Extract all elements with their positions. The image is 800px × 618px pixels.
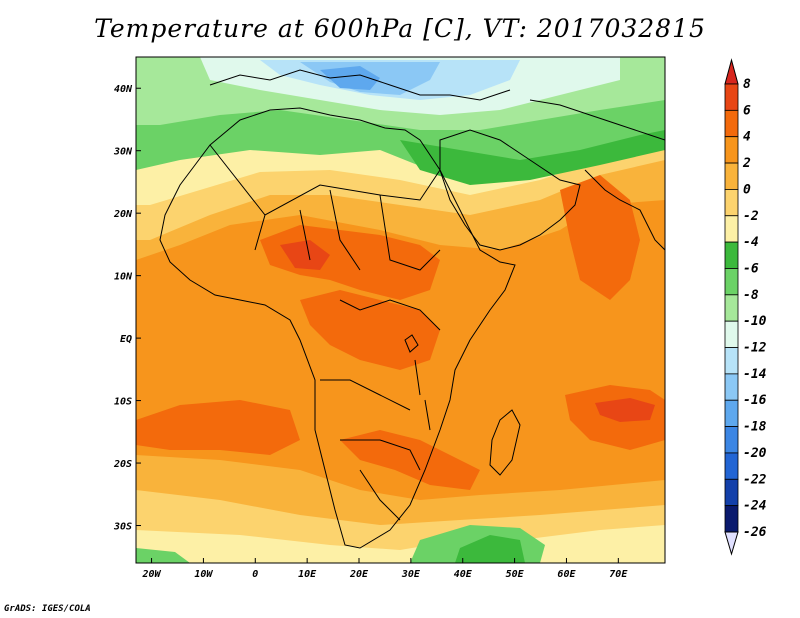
- colorbar-label: -6: [743, 261, 759, 276]
- field-warm-central: [300, 290, 440, 370]
- colorbar-max-triangle: [724, 58, 739, 85]
- colorbar-segment: [724, 162, 739, 190]
- colorbar-label: 6: [743, 103, 751, 118]
- arabia: [439, 129, 581, 251]
- colorbar-label: 0: [743, 182, 751, 197]
- colorbar-label: -8: [743, 288, 759, 303]
- map-area: [136, 57, 665, 563]
- field-southwest-green: [136, 548, 190, 563]
- colorbar-segment: [724, 241, 739, 269]
- colorbar-label: 8: [743, 77, 751, 92]
- x-tick-label: 10W: [194, 569, 213, 580]
- persia-india: [529, 99, 665, 251]
- colorbar-label: -22: [743, 472, 767, 487]
- y-tick-label: EQ: [120, 334, 132, 345]
- field-warm-east: [560, 175, 640, 300]
- field-hot-nigeria: [280, 240, 330, 270]
- x-tick-label: 70E: [609, 569, 628, 580]
- plot-frame: [135, 56, 666, 564]
- map-title: Temperature at 600hPa [C], VT: 201703281…: [94, 14, 706, 43]
- lakes: [404, 334, 431, 431]
- x-tick-label: 40E: [454, 569, 473, 580]
- x-tick-label: 0: [252, 569, 258, 580]
- field-blue-dark: [320, 66, 380, 90]
- axis-ticks: 20W 10W 0 10E 20E 30E 40E 50E 60E 70E 40N 30N 20N 10N…: [113, 84, 628, 580]
- colorbar-label: -18: [743, 420, 767, 435]
- x-tick-label: 30E: [401, 569, 421, 580]
- colorbar-segment: [724, 136, 739, 164]
- field-south-green-dark: [455, 535, 525, 563]
- colorbar-label: -24: [743, 499, 767, 514]
- colorbar-segment: [724, 215, 739, 243]
- x-tick-label: 60E: [557, 569, 576, 580]
- grads-credit: GrADS: IGES/COLA: [4, 604, 91, 614]
- colorbar-segment: [724, 189, 739, 217]
- x-tick-label: 10E: [298, 569, 317, 580]
- y-tick-label: 40N: [114, 84, 133, 95]
- colorbar-label: -20: [743, 446, 767, 461]
- coastlines: [159, 69, 665, 549]
- colorbar-segment: [724, 294, 739, 322]
- x-tick-label: 50E: [506, 569, 525, 580]
- field-hot-indian: [595, 398, 655, 422]
- y-tick-label: 20N: [113, 209, 133, 220]
- x-tick-label: 20W: [142, 569, 162, 580]
- colorbar-label: 2: [742, 156, 751, 171]
- x-tick-label: 20E: [349, 569, 369, 580]
- colorbar-segment: [724, 268, 739, 296]
- colorbar-segment: [724, 452, 739, 480]
- colorbar-segment: [724, 399, 739, 427]
- colorbar-segment: [724, 320, 739, 348]
- colorbar-label: -26: [743, 525, 767, 540]
- y-tick-label: 30N: [113, 147, 133, 158]
- colorbar-min-triangle: [724, 531, 739, 556]
- colorbar-segment: [724, 373, 739, 401]
- colorbar-label: -14: [743, 367, 767, 382]
- y-tick-label: 30S: [113, 522, 132, 533]
- y-tick-label: 10N: [114, 272, 133, 283]
- colorbar-segment: [724, 109, 739, 138]
- field-warm-south: [340, 430, 480, 490]
- colorbar-segment: [724, 505, 739, 533]
- inner-borders: [209, 144, 441, 521]
- mediterranean-north: [209, 69, 511, 101]
- colorbar-label: -4: [743, 235, 759, 250]
- colorbar-label: -16: [743, 393, 767, 408]
- africa-coastline: [159, 107, 516, 549]
- colorbar-segment: [724, 426, 739, 454]
- colorbar-segment: [724, 478, 739, 507]
- field-green-dark: [400, 130, 665, 185]
- madagascar: [489, 409, 521, 476]
- y-tick-label: 20S: [113, 459, 132, 470]
- field-warm-atlantic: [136, 400, 300, 455]
- colorbar-label: 4: [743, 130, 751, 145]
- colorbar-label: -10: [743, 314, 767, 329]
- y-tick-label: 10S: [114, 397, 132, 408]
- colorbar-segment: [724, 83, 739, 111]
- colorbar-label: -2: [743, 209, 759, 224]
- colorbar: 8 6 4 2 0 -2 -4 -6 -8 -10 -12 -14 -16 -18 -20 -22 -24 -26: [724, 58, 767, 556]
- colorbar-segment: [724, 347, 739, 375]
- colorbar-label: -12: [743, 341, 767, 356]
